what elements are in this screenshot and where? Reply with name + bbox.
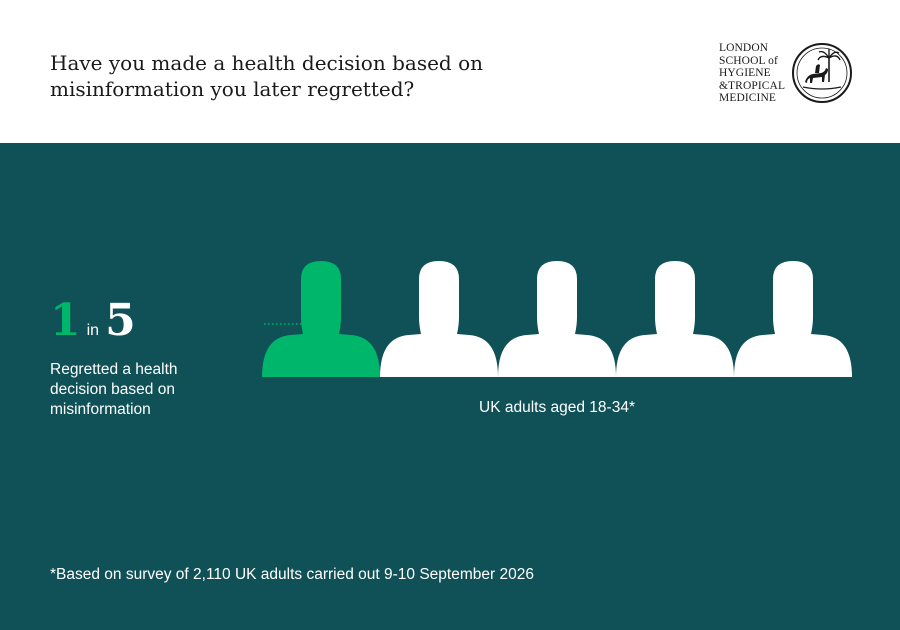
people-figures <box>262 261 852 377</box>
ratio-caption: Regretted a health decision based on mis… <box>50 361 178 418</box>
person-icon <box>734 261 852 377</box>
survey-question: Have you made a health decision based on… <box>50 51 483 101</box>
seal-icon <box>792 43 852 103</box>
logo-line-2: SCHOOL of <box>719 54 778 67</box>
person-icon <box>262 261 380 377</box>
footnote: *Based on survey of 2,110 UK adults carr… <box>50 566 534 583</box>
person-icon <box>498 261 616 377</box>
person-icon <box>380 261 498 377</box>
ratio-denominator: 5 <box>105 295 136 346</box>
person-icon <box>616 261 734 377</box>
logo-wordmark: LONDON SCHOOL of HYGIENE &TROPICAL MEDIC… <box>719 42 785 105</box>
group-label: UK adults aged 18-34* <box>479 399 635 416</box>
ratio-numerator: 1 <box>50 295 81 346</box>
lshtm-logo[interactable]: LONDON SCHOOL of HYGIENE &TROPICAL MEDIC… <box>719 42 853 104</box>
stat-panel: 1 in 5 Regretted a health decision based o… <box>0 143 900 630</box>
ratio-in-word: in <box>86 322 100 339</box>
logo-line-5: MEDICINE <box>719 92 777 104</box>
header: Have you made a health decision based on… <box>0 0 900 143</box>
logo-line-3: HYGIENE <box>719 67 771 79</box>
ratio-headline: 1 in 5 <box>50 295 136 346</box>
logo-line-1: LONDON <box>719 42 769 54</box>
logo-line-4: &TROPICAL <box>719 79 786 92</box>
